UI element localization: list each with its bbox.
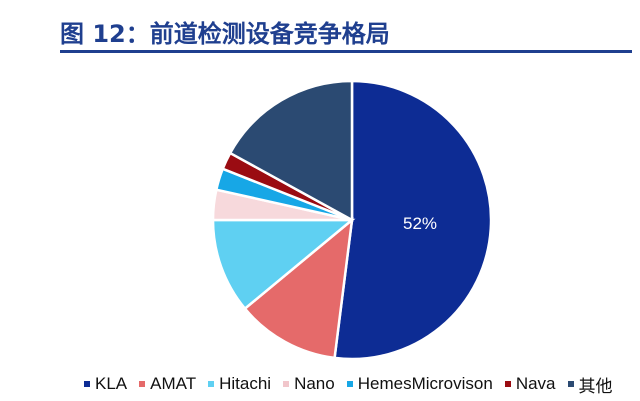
legend-swatch — [139, 381, 146, 387]
legend-label: KLA — [95, 374, 128, 393]
legend-label: Nava — [515, 374, 556, 393]
legend-item: AMAT — [139, 374, 196, 394]
legend-item: Hitachi — [208, 374, 271, 394]
pie-slice-hitachi — [211, 218, 356, 311]
chart-title: 图 12：前道检测设备竞争格局 — [60, 20, 390, 48]
legend-swatch — [567, 381, 574, 387]
legend-swatch — [346, 381, 353, 387]
pie-slice-kla — [333, 79, 493, 361]
legend-swatch — [84, 381, 90, 387]
legend-item: 其他 — [567, 372, 613, 397]
legend-item: Nano — [283, 374, 335, 394]
legend-label: 其他 — [578, 376, 613, 396]
legend-label: Hitachi — [219, 374, 272, 393]
legend-label: AMAT — [150, 374, 197, 393]
chart-legend: KLA AMAT Hitachi Nano HemesMicrovison Nava 其他 — [84, 371, 613, 397]
pie-chart: 52% — [211, 79, 493, 361]
data-label-kla: 52% — [403, 214, 437, 233]
pie-slice-- — [228, 79, 354, 223]
legend-swatch — [283, 381, 290, 387]
pie-slice-amat — [243, 217, 354, 360]
legend-label: Nano — [294, 374, 335, 393]
legend-item: HemesMicrovison — [346, 374, 493, 394]
legend-swatch — [208, 381, 215, 387]
legend-label: HemesMicrovison — [357, 374, 493, 393]
legend-item: Nava — [504, 374, 556, 394]
title-underline — [60, 50, 632, 53]
legend-swatch — [504, 381, 511, 387]
legend-item: KLA — [84, 374, 127, 394]
